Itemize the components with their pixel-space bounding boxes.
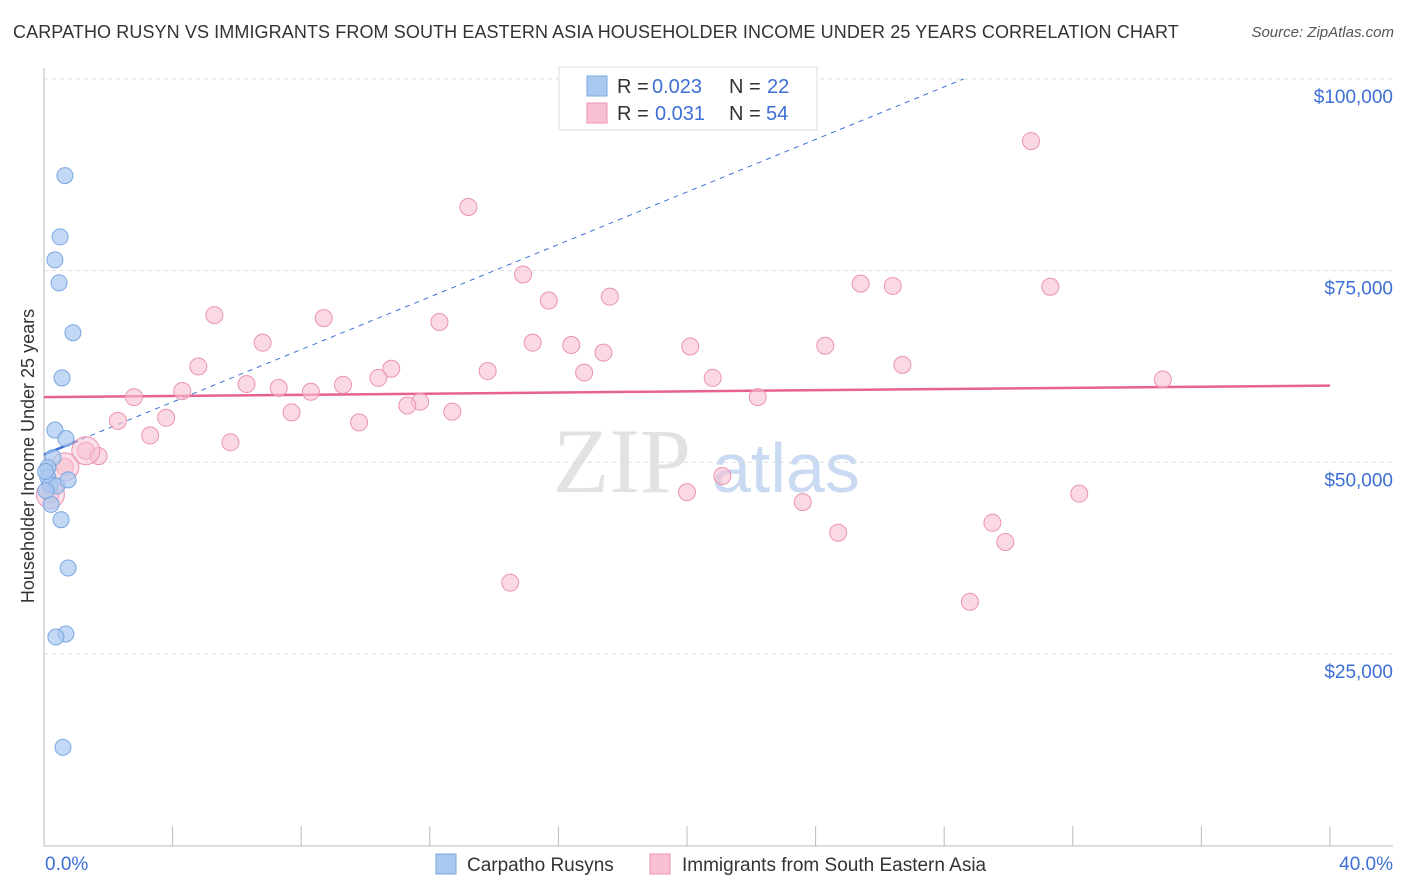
data-point-blue bbox=[51, 228, 69, 246]
data-point-pink bbox=[459, 198, 478, 217]
data-point-pink bbox=[314, 309, 333, 328]
y-axis-label: Householder Income Under 25 years bbox=[18, 309, 38, 603]
data-point-pink bbox=[960, 592, 979, 611]
data-point-pink bbox=[269, 378, 288, 397]
data-point-pink bbox=[983, 513, 1002, 532]
data-point-pink bbox=[703, 368, 722, 387]
data-point-pink bbox=[282, 403, 301, 422]
data-point-pink bbox=[398, 396, 417, 415]
bottom-legend-label: Carpatho Rusyns bbox=[467, 855, 614, 876]
x-tick-label-min: 0.0% bbox=[45, 854, 88, 875]
bottom-legend-label: Immigrants from South Eastern Asia bbox=[682, 855, 987, 876]
legend-n-label: N = bbox=[729, 76, 761, 98]
data-point-blue bbox=[53, 369, 71, 387]
data-point-pink bbox=[350, 413, 369, 432]
chart-title: CARPATHO RUSYN VS IMMIGRANTS FROM SOUTH … bbox=[13, 22, 1179, 42]
data-point-blue bbox=[64, 324, 82, 342]
data-point-pink bbox=[189, 357, 208, 376]
data-point-blue bbox=[52, 511, 70, 529]
data-point-pink bbox=[382, 359, 401, 378]
y-tick-label: $100,000 bbox=[1314, 87, 1393, 108]
legend-n-value: 22 bbox=[767, 76, 789, 98]
data-point-blue bbox=[57, 429, 75, 447]
legend-n-label: N = bbox=[729, 103, 761, 125]
data-point-pink bbox=[681, 337, 700, 356]
legend-swatch-pink bbox=[586, 102, 608, 124]
data-point-pink bbox=[600, 287, 619, 306]
source-label: Source: ZipAtlas.com bbox=[1251, 24, 1394, 41]
data-point-blue bbox=[59, 559, 77, 577]
data-point-pink bbox=[793, 493, 812, 512]
trend-line-pink bbox=[43, 384, 1331, 399]
data-point-pink bbox=[333, 375, 352, 394]
data-point-pink bbox=[501, 573, 520, 592]
data-point-pink bbox=[539, 291, 558, 310]
data-point-pink bbox=[478, 362, 497, 381]
data-point-pink bbox=[430, 312, 449, 331]
data-point-pink bbox=[562, 335, 581, 354]
data-point-pink bbox=[1070, 484, 1089, 503]
data-point-pink bbox=[748, 388, 767, 407]
legend-r-label: R = bbox=[617, 76, 649, 98]
data-point-pink bbox=[893, 355, 912, 374]
legend-r-label: R = bbox=[617, 103, 649, 125]
legend-swatch-blue bbox=[586, 75, 608, 97]
data-point-blue bbox=[56, 167, 74, 185]
data-point-pink bbox=[141, 426, 160, 445]
data-point-pink bbox=[996, 532, 1015, 551]
data-point-pink bbox=[594, 343, 613, 362]
data-point-pink bbox=[221, 433, 240, 452]
data-point-blue bbox=[50, 274, 68, 292]
data-point-pink bbox=[369, 368, 388, 387]
data-point-pink bbox=[253, 333, 272, 352]
legend-n-value: 54 bbox=[766, 103, 788, 125]
data-point-pink-large bbox=[71, 436, 101, 466]
data-point-pink bbox=[1022, 132, 1041, 151]
data-point-blue bbox=[46, 251, 64, 269]
data-point-blue bbox=[47, 628, 65, 646]
data-point-pink bbox=[678, 483, 696, 502]
data-point-pink bbox=[173, 381, 192, 400]
watermark: ZIP bbox=[553, 410, 691, 512]
watermark-atlas: atlas bbox=[712, 429, 860, 507]
data-point-blue bbox=[59, 471, 77, 489]
data-point-pink bbox=[514, 265, 533, 284]
bottom-legend: Carpatho Rusyns Immigrants from South Ea… bbox=[435, 853, 987, 876]
data-point-pink bbox=[1153, 370, 1172, 389]
data-point-pink bbox=[523, 333, 542, 352]
bottom-legend-swatch-blue bbox=[435, 853, 457, 875]
data-point-pink bbox=[851, 274, 870, 293]
data-point-pink bbox=[301, 382, 320, 401]
data-point-blue bbox=[54, 738, 72, 756]
bottom-legend-swatch-pink bbox=[649, 853, 671, 875]
data-point-blue bbox=[37, 482, 55, 500]
data-point-pink bbox=[713, 467, 732, 486]
data-point-pink bbox=[1041, 277, 1060, 296]
data-point-pink bbox=[237, 375, 256, 394]
data-point-pink bbox=[816, 336, 835, 355]
y-tick-label: $50,000 bbox=[1324, 470, 1393, 491]
data-point-pink bbox=[157, 408, 176, 427]
data-point-pink bbox=[205, 306, 224, 325]
y-tick-label: $25,000 bbox=[1324, 662, 1393, 683]
y-tick-label: $75,000 bbox=[1324, 279, 1393, 300]
x-tick-label-max: 40.0% bbox=[1339, 854, 1393, 875]
data-point-pink bbox=[575, 363, 594, 382]
data-point-pink bbox=[829, 523, 848, 542]
data-point-blue bbox=[37, 462, 55, 480]
legend-r-value: 0.023 bbox=[652, 76, 702, 98]
data-point-pink bbox=[108, 411, 127, 430]
legend-r-value: 0.031 bbox=[655, 103, 705, 125]
data-point-pink bbox=[443, 402, 462, 421]
legend: R = 0.023 N = 22 R = 0.031 N = 54 bbox=[558, 66, 818, 131]
data-point-pink bbox=[883, 276, 902, 295]
data-point-pink bbox=[125, 388, 144, 407]
